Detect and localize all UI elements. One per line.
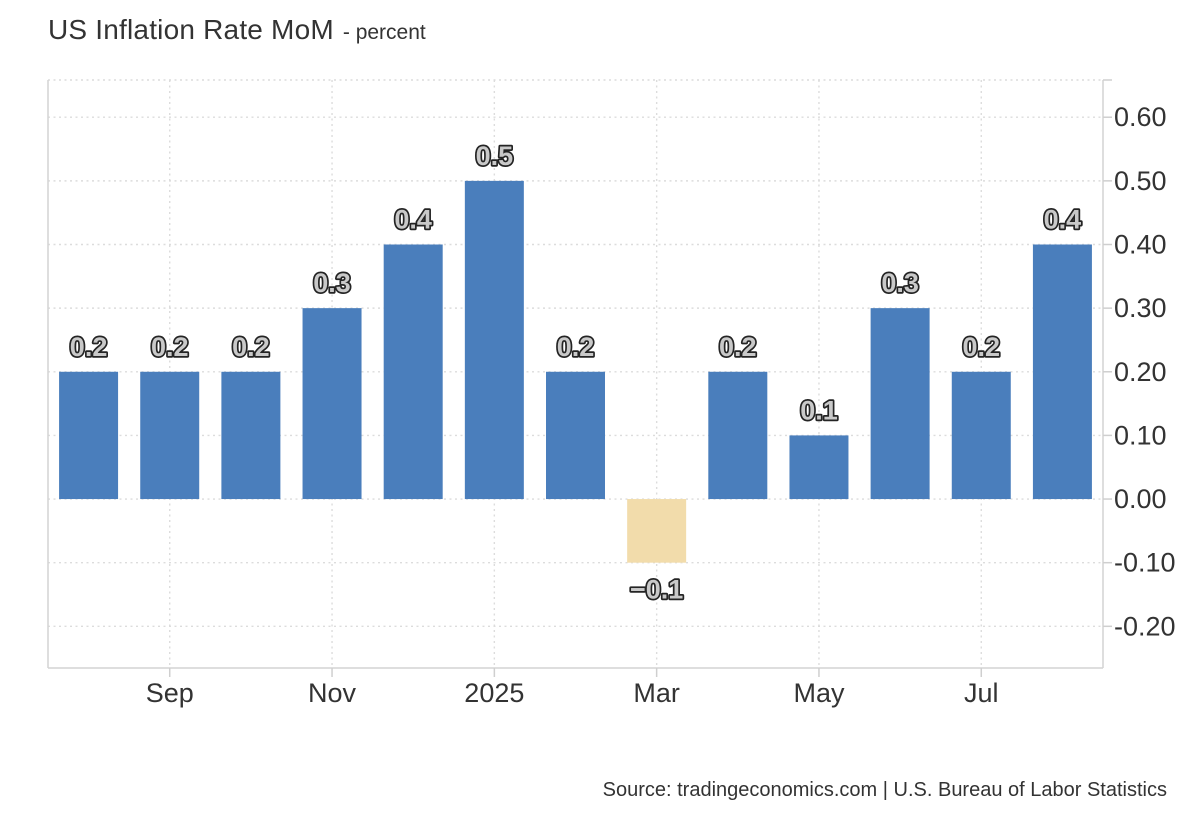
bar-2[interactable] xyxy=(140,371,200,500)
bar-value-label: 0.5 xyxy=(476,141,514,171)
bar-4[interactable] xyxy=(302,308,362,500)
y-axis-label: 0.20 xyxy=(1114,357,1167,387)
bar-1[interactable] xyxy=(59,371,119,500)
x-axis-label: May xyxy=(793,678,845,708)
chart-subtitle: - percent xyxy=(342,21,426,44)
y-axis-label: 0.00 xyxy=(1114,484,1167,514)
bar-value-label: 0.2 xyxy=(719,332,757,362)
x-axis-label: Jul xyxy=(964,678,999,708)
bar-value-label: 0.4 xyxy=(394,205,432,235)
bar-value-label: 0.3 xyxy=(881,268,919,298)
bar-9[interactable] xyxy=(708,371,768,500)
bar-value-label: 0.3 xyxy=(313,268,351,298)
y-axis-label: 0.30 xyxy=(1114,293,1167,323)
bar-value-label: 0.2 xyxy=(232,332,270,362)
bar-12[interactable] xyxy=(951,371,1011,500)
source-attribution: Source: tradingeconomics.com | U.S. Bure… xyxy=(602,779,1167,801)
bar-value-label: 0.2 xyxy=(151,332,189,362)
y-axis-label: 0.60 xyxy=(1114,102,1167,132)
bar-5[interactable] xyxy=(383,244,443,500)
x-axis-label: Sep xyxy=(146,678,194,708)
bar-8[interactable] xyxy=(627,499,687,563)
x-axis-label: Mar xyxy=(633,678,680,708)
bar-value-label: −0.1 xyxy=(630,575,683,605)
bar-6[interactable] xyxy=(464,180,524,500)
x-axis-label: 2025 xyxy=(464,678,524,708)
bar-11[interactable] xyxy=(870,308,930,500)
bar-value-label: 0.2 xyxy=(962,332,1000,362)
y-axis-label: 0.40 xyxy=(1114,230,1167,260)
x-axis-label: Nov xyxy=(308,678,357,708)
bar-value-label: 0.2 xyxy=(70,332,108,362)
bar-10[interactable] xyxy=(789,435,849,500)
bar-value-label: 0.1 xyxy=(800,395,838,425)
bar-7[interactable] xyxy=(546,371,605,500)
bar-13[interactable] xyxy=(1032,244,1092,500)
y-axis-label: 0.50 xyxy=(1114,166,1167,196)
chart-header: US Inflation Rate MoM - percent xyxy=(48,14,426,46)
bar-3[interactable] xyxy=(221,371,281,500)
bar-value-label: 0.4 xyxy=(1044,205,1082,235)
bar-value-label: 0.2 xyxy=(557,332,595,362)
y-axis-label: -0.20 xyxy=(1114,611,1176,641)
chart-title: US Inflation Rate MoM xyxy=(48,14,334,45)
y-axis-label: 0.10 xyxy=(1114,420,1167,450)
y-axis-label: -0.10 xyxy=(1114,548,1176,578)
